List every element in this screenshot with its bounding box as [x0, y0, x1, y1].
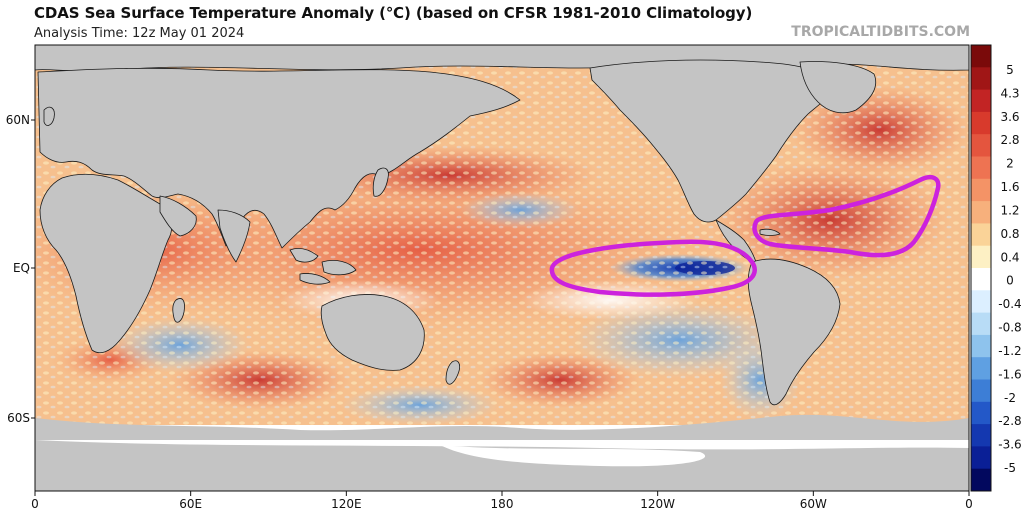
colorbar-swatch [971, 245, 991, 269]
colorbar-label: 2 [1006, 157, 1014, 171]
colorbar-label: 0.4 [1000, 250, 1019, 264]
colorbar-frame [970, 44, 992, 492]
colorbar-swatch [971, 89, 991, 113]
lat-label: EQ [13, 261, 30, 275]
colorbar-swatch [971, 401, 991, 425]
latitude-axis: 60N EQ 60S [6, 113, 35, 425]
colorbar-label: 1.6 [1000, 180, 1019, 194]
colorbar-swatch [971, 379, 991, 403]
lon-label: 60E [179, 497, 202, 511]
colorbar-label: -5 [1004, 461, 1016, 475]
lon-label: 0 [965, 497, 973, 511]
colorbar-label: -3.6 [998, 438, 1021, 452]
colorbar: 5 4.3 3.6 2.8 2 1.6 1.2 0.8 0.4 0 -0.4 -0.8 -1.2 -1.6… [970, 44, 1022, 492]
lat-label: 60S [7, 411, 30, 425]
colorbar-swatch [971, 357, 991, 380]
lon-label: 120W [640, 497, 675, 511]
colorbar-swatch [971, 134, 991, 157]
site-credit: TROPICALTIDBITS.COM [791, 24, 970, 40]
lon-label: 0 [31, 497, 39, 511]
colorbar-swatch [971, 334, 991, 358]
colorbar-swatch [971, 223, 991, 247]
colorbar-swatch [971, 156, 991, 180]
colorbar-swatch [971, 446, 991, 470]
colorbar-label: -2 [1004, 391, 1016, 405]
lon-label: 120E [331, 497, 362, 511]
colorbar-label: 4.3 [1000, 86, 1019, 100]
colorbar-label: 3.6 [1000, 110, 1019, 124]
colorbar-swatch [971, 424, 991, 447]
colorbar-swatch [971, 312, 991, 336]
colorbar-label: 1.2 [1000, 203, 1019, 217]
colorbar-swatch [971, 111, 991, 135]
colorbar-label: -1.2 [998, 344, 1021, 358]
colorbar-label: -0.8 [998, 321, 1021, 335]
eastern-pacific-cold-tongue-outline [549, 239, 757, 297]
colorbar-label: 0 [1006, 274, 1014, 288]
colorbar-swatch [971, 178, 991, 202]
map-title: CDAS Sea Surface Temperature Anomaly (℃)… [34, 4, 753, 22]
tropical-atlantic-warm-region-outline [752, 175, 941, 258]
colorbar-swatch [971, 201, 991, 224]
land-masses [35, 45, 969, 406]
lon-label: 180 [491, 497, 514, 511]
colorbar-swatch [971, 290, 991, 314]
lon-label: 60W [800, 497, 827, 511]
colorbar-swatch [971, 67, 991, 91]
colorbar-label: 0.8 [1000, 227, 1019, 241]
colorbar-label: 2.8 [1000, 133, 1019, 147]
longitude-axis: 0 60E 120E 180 120W 60W 0 [31, 491, 973, 511]
colorbar-label: -0.4 [998, 297, 1021, 311]
colorbar-swatch [971, 468, 991, 492]
colorbar-label: -2.8 [998, 414, 1021, 428]
colorbar-label: -1.6 [998, 367, 1021, 381]
colorbar-swatch [971, 45, 991, 68]
colorbar-swatch [971, 268, 991, 291]
lat-label: 60N [6, 113, 30, 127]
colorbar-label: 5 [1006, 63, 1014, 77]
analysis-time: Analysis Time: 12z May 01 2024 [34, 26, 245, 41]
